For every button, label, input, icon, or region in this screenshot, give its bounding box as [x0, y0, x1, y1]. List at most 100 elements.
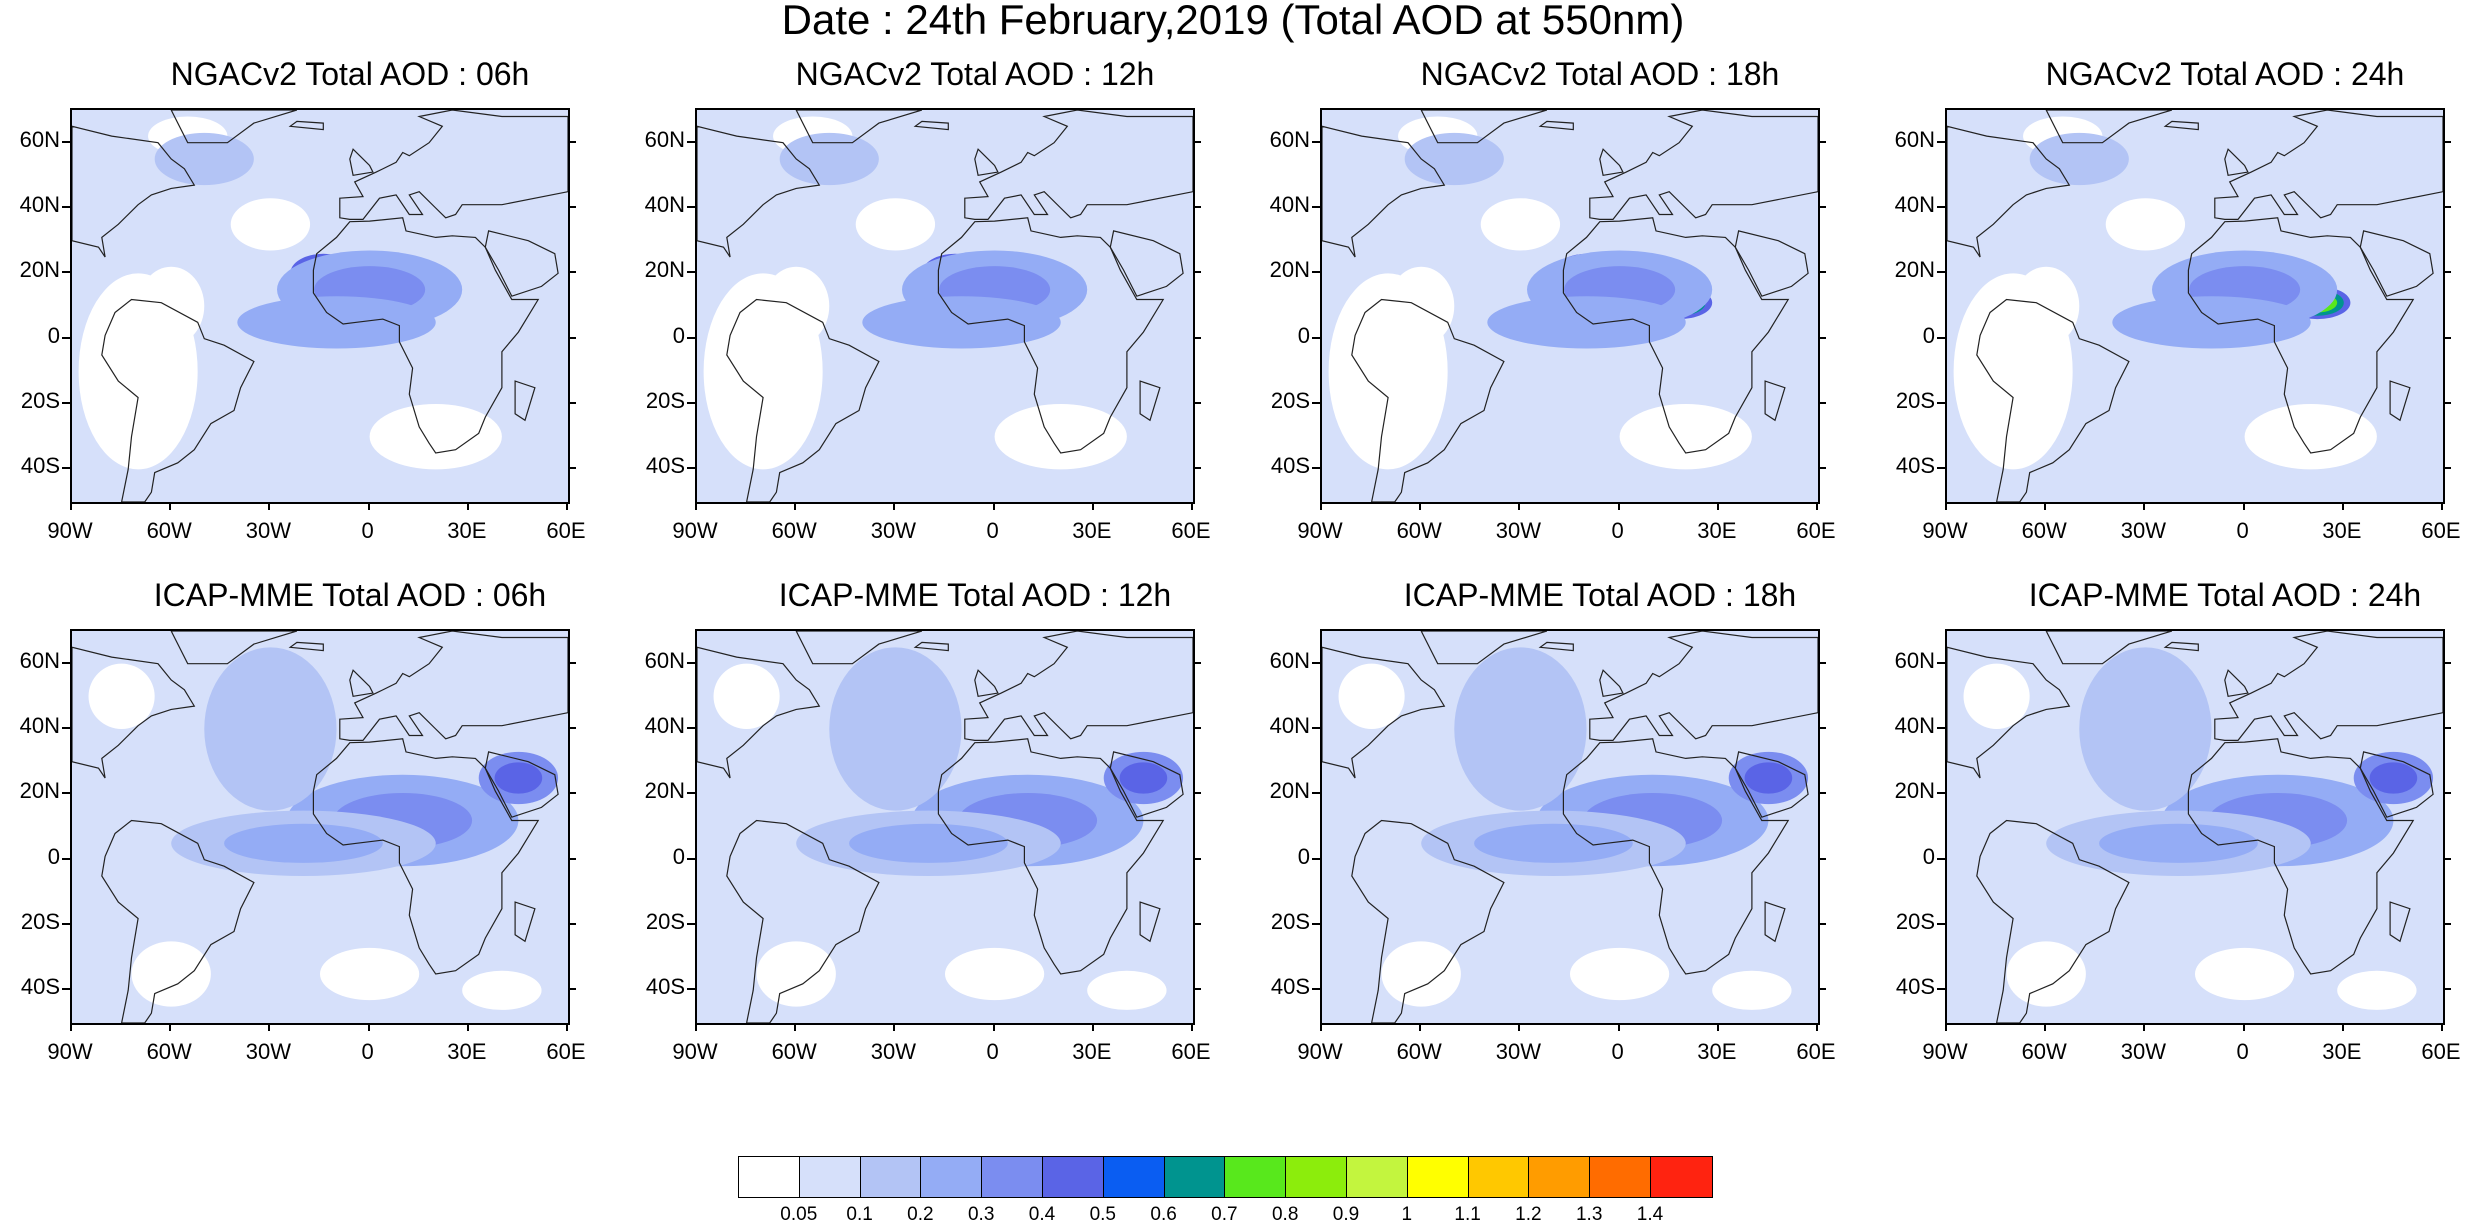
map-panel: NGACv2 Total AOD : 12h 60N 40N 20N 0 20S 40S 90…: [645, 56, 1335, 576]
lon-tick-label: 30W: [870, 1039, 917, 1064]
coastline: [339, 110, 568, 221]
aod-contour: [2029, 132, 2129, 186]
tick-mark: [687, 727, 695, 729]
coastline: [72, 646, 196, 779]
lon-tick-label: 30E: [1072, 1039, 1112, 1064]
tick-mark: [1312, 336, 1320, 339]
tick-mark: [2443, 857, 2451, 860]
lat-tick-label: 0: [1297, 322, 1310, 348]
coastline: [1139, 380, 1161, 422]
coastline: [1109, 751, 1184, 818]
colorbar-label: 0.2: [907, 1204, 934, 1225]
coastline: [2224, 148, 2249, 176]
tick-mark: [1945, 1023, 1947, 1031]
coastline: [1420, 110, 1548, 144]
lat-tick-label: 20S: [1270, 909, 1310, 934]
tick-mark: [893, 1023, 896, 1031]
coastline: [1589, 631, 1818, 742]
tick-mark: [1937, 271, 1945, 274]
aod-map: [695, 629, 1195, 1025]
tick-mark: [2443, 923, 2451, 925]
tick-mark: [2341, 502, 2344, 510]
lon-tick-label: 30E: [1072, 518, 1112, 543]
coastline: [312, 217, 540, 454]
aod-contour: [2112, 296, 2311, 349]
coastline: [2045, 631, 2173, 665]
lat-tick-label: 0: [1922, 843, 1935, 869]
aod-field: [72, 110, 568, 502]
lon-tick-label: 30W: [870, 518, 917, 543]
lon-tick-label: 30W: [2120, 1039, 2167, 1064]
lat-tick-label: 20N: [1894, 257, 1935, 283]
lat-tick-label: 40S: [1270, 453, 1310, 479]
aod-contour: [154, 132, 254, 186]
aod-contour: [2079, 647, 2212, 811]
lon-tick-label: 0: [361, 518, 374, 543]
tick-mark: [62, 923, 70, 925]
tick-mark: [1818, 402, 1826, 404]
aod-contour: [494, 762, 543, 794]
figure-title: Date : 24th February,2019 (Total AOD at …: [781, 0, 1685, 43]
colorbar-swatch: [1468, 1157, 1530, 1197]
tick-mark: [1419, 1023, 1422, 1031]
aod-field: [1947, 110, 2443, 502]
tick-mark: [1818, 857, 1826, 860]
tick-mark: [62, 857, 70, 860]
tick-mark: [2443, 206, 2451, 208]
lat-tick-label: 20S: [1270, 388, 1310, 413]
coastline: [964, 631, 1193, 742]
clean-air-patch: [131, 941, 211, 1007]
tick-mark: [169, 502, 172, 510]
clean-air-patch: [1963, 663, 2030, 729]
tick-mark: [2443, 792, 2451, 795]
coastline: [2163, 120, 2199, 131]
tick-mark: [1312, 206, 1320, 208]
lon-tick-label: 60W: [771, 1039, 817, 1064]
aod-contour: [237, 296, 436, 349]
aod-map: [1945, 108, 2445, 504]
tick-mark: [1312, 857, 1320, 860]
aod-field: [1322, 110, 1818, 502]
coastline: [288, 120, 324, 131]
panel-title: ICAP-MME Total AOD : 12h: [778, 577, 1172, 613]
tick-mark: [1191, 1023, 1193, 1031]
aod-field: [72, 631, 568, 1023]
clean-air-patch: [855, 198, 936, 251]
lat-tick-label: 0: [672, 322, 685, 348]
colorbar-label: 0.1: [846, 1204, 873, 1225]
aod-contour: [862, 296, 1061, 349]
coastline: [1764, 901, 1786, 943]
coastline: [1322, 646, 1446, 779]
coastline: [1351, 298, 1505, 502]
tick-mark: [1937, 206, 1945, 208]
tick-mark: [62, 467, 70, 470]
tick-mark: [1818, 923, 1826, 925]
tick-mark: [568, 988, 576, 991]
panel-title: NGACv2 Total AOD : 06h: [170, 56, 530, 92]
colorbar-swatch: [1407, 1157, 1469, 1197]
clean-air-patch: [1087, 970, 1167, 1010]
lat-tick-label: 20S: [1895, 909, 1935, 934]
tick-mark: [62, 336, 70, 339]
panel-title: NGACv2 Total AOD : 24h: [2045, 56, 2405, 92]
coastline: [72, 125, 196, 258]
lon-tick-label: 0: [986, 518, 999, 543]
lat-tick-label: 40N: [1894, 713, 1935, 738]
coastline: [1351, 819, 1505, 1023]
lat-tick-label: 40S: [1895, 453, 1935, 479]
tick-mark: [687, 206, 695, 208]
coastline: [170, 631, 298, 665]
tick-mark: [70, 502, 72, 510]
lon-tick-label: 60W: [2021, 518, 2067, 543]
coastline: [2187, 738, 2415, 975]
coastline: [2214, 110, 2443, 221]
tick-mark: [169, 1023, 172, 1031]
lat-tick-label: 40S: [645, 453, 685, 479]
coastline: [1562, 217, 1790, 454]
lon-tick-label: 30W: [1495, 518, 1542, 543]
clean-air-patch: [88, 663, 155, 729]
tick-mark: [566, 1023, 568, 1031]
tick-mark: [2443, 661, 2451, 664]
tick-mark: [1312, 661, 1320, 664]
aod-contour: [829, 647, 962, 811]
